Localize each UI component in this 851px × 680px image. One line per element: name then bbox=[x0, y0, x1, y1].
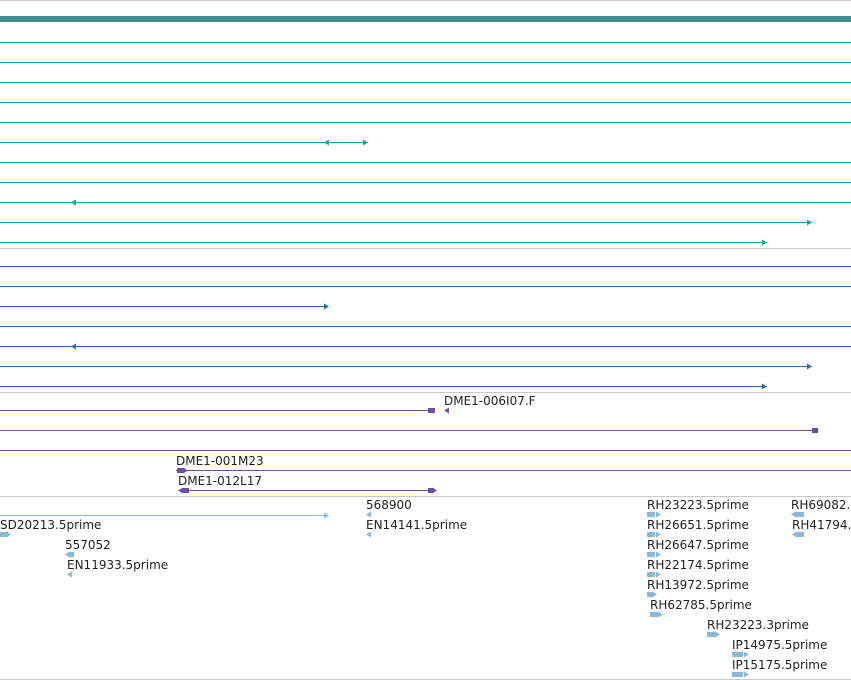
strand-arrow-icon bbox=[807, 219, 812, 226]
est-group bbox=[0, 511, 804, 678]
strand-arrow-icon bbox=[71, 199, 76, 206]
gene-model-bar[interactable] bbox=[0, 16, 851, 22]
strand-arrow-icon bbox=[67, 571, 72, 578]
strand-arrow-icon bbox=[324, 512, 329, 519]
est-label[interactable]: RH26651.5prime bbox=[647, 518, 749, 532]
strand-arrow-icon bbox=[366, 531, 371, 538]
est-label[interactable]: RH23223.5prime bbox=[647, 498, 749, 512]
est-label[interactable]: SD20213.5prime bbox=[0, 518, 101, 532]
strand-arrow-icon bbox=[656, 511, 661, 518]
exon-block[interactable] bbox=[647, 552, 655, 557]
strand-arrow-icon bbox=[363, 139, 368, 146]
strand-arrow-icon bbox=[791, 511, 796, 518]
exon-block[interactable] bbox=[428, 488, 434, 493]
clone-group-purple bbox=[0, 407, 851, 494]
strand-arrow-icon bbox=[814, 427, 819, 434]
strand-arrow-icon bbox=[792, 531, 797, 538]
transcript-group-blue bbox=[0, 266, 851, 390]
est-label[interactable]: RH62785.5prime bbox=[650, 598, 752, 612]
strand-arrow-icon bbox=[444, 407, 449, 414]
strand-arrow-icon bbox=[432, 487, 437, 494]
exon-block[interactable] bbox=[68, 552, 74, 557]
strand-arrow-icon bbox=[652, 591, 657, 598]
strand-arrow-icon bbox=[178, 487, 183, 494]
exon-block[interactable] bbox=[707, 632, 716, 637]
exon-block[interactable] bbox=[647, 512, 655, 517]
exon-block[interactable] bbox=[177, 468, 183, 473]
strand-arrow-icon bbox=[744, 651, 749, 658]
exon-block[interactable] bbox=[732, 652, 743, 657]
clone-label[interactable]: DME1-006I07.F bbox=[444, 394, 536, 408]
clone-label[interactable]: DME1-001M23 bbox=[176, 454, 264, 468]
est-label[interactable]: 568900 bbox=[366, 498, 412, 512]
est-label[interactable]: RH69082. bbox=[791, 498, 850, 512]
strand-arrow-icon bbox=[658, 611, 663, 618]
strand-arrow-icon bbox=[183, 467, 188, 474]
clone-label[interactable]: DME1-012L17 bbox=[178, 474, 262, 488]
est-label[interactable]: RH41794. bbox=[792, 518, 851, 532]
strand-arrow-icon bbox=[744, 671, 749, 678]
exon-block[interactable] bbox=[732, 672, 743, 677]
strand-arrow-icon bbox=[715, 631, 720, 638]
exon-block[interactable] bbox=[183, 488, 189, 493]
transcript-group-teal bbox=[0, 42, 851, 246]
strand-arrow-icon bbox=[656, 551, 661, 558]
strand-arrow-icon bbox=[6, 531, 11, 538]
strand-arrow-icon bbox=[65, 551, 70, 558]
strand-arrow-icon bbox=[366, 511, 371, 518]
est-label[interactable]: IP15175.5prime bbox=[732, 658, 827, 672]
est-label[interactable]: EN11933.5prime bbox=[67, 558, 168, 572]
exon-block[interactable] bbox=[647, 592, 653, 597]
strand-arrow-icon bbox=[762, 383, 767, 390]
est-label[interactable]: 557052 bbox=[65, 538, 111, 552]
exon-block[interactable] bbox=[428, 408, 435, 413]
exon-block[interactable] bbox=[647, 532, 655, 537]
est-label[interactable]: RH13972.5prime bbox=[647, 578, 749, 592]
strand-arrow-icon bbox=[807, 363, 812, 370]
strand-arrow-icon bbox=[324, 303, 329, 310]
exon-block[interactable] bbox=[0, 532, 8, 537]
est-label[interactable]: RH26647.5prime bbox=[647, 538, 749, 552]
est-label[interactable]: RH22174.5prime bbox=[647, 558, 749, 572]
exon-block[interactable] bbox=[796, 512, 804, 517]
strand-arrow-icon bbox=[656, 531, 661, 538]
est-label[interactable]: IP14975.5prime bbox=[732, 638, 827, 652]
exon-block[interactable] bbox=[647, 572, 655, 577]
exon-block[interactable] bbox=[650, 612, 658, 617]
est-label[interactable]: RH23223.3prime bbox=[707, 618, 809, 632]
est-label[interactable]: EN14141.5prime bbox=[366, 518, 467, 532]
strand-arrow-icon bbox=[762, 239, 767, 246]
strand-arrow-icon bbox=[656, 571, 661, 578]
strand-arrow-icon bbox=[71, 343, 76, 350]
exon-block[interactable] bbox=[797, 532, 804, 537]
